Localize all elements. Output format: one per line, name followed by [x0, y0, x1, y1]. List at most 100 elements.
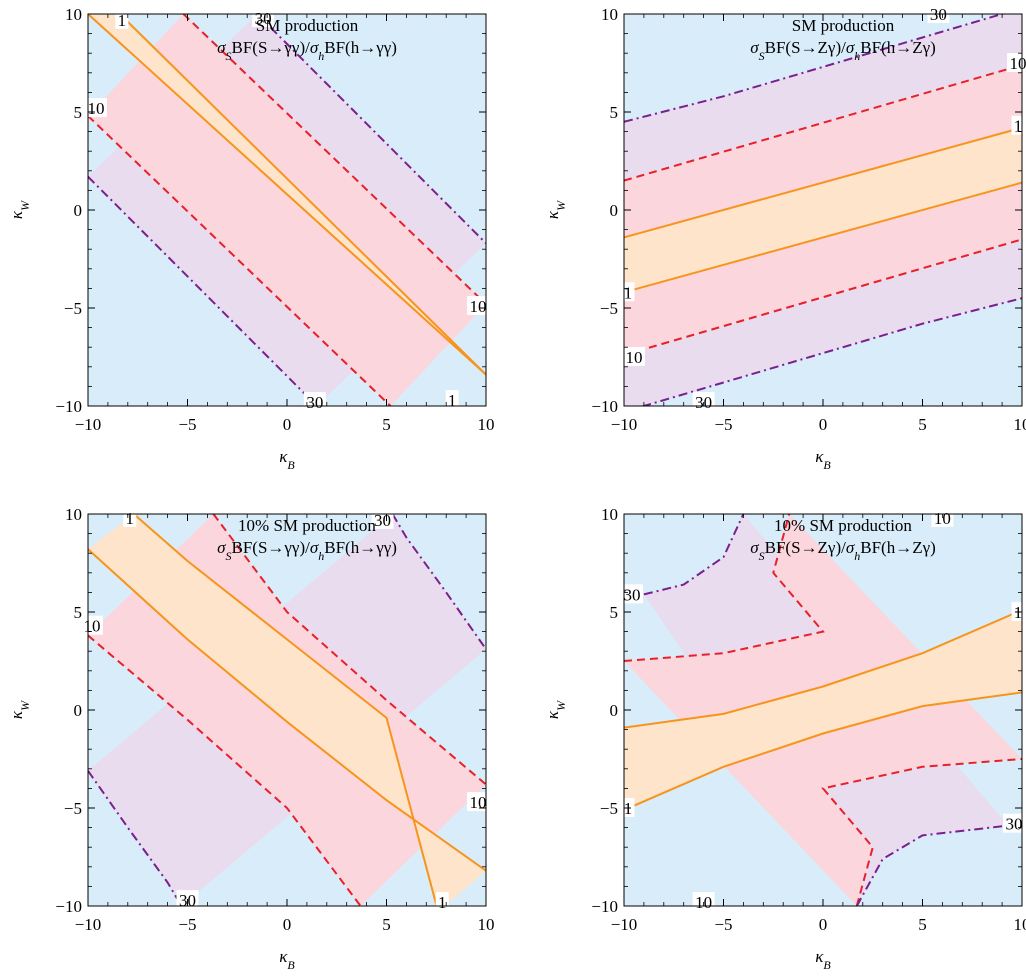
y-tick-label: 10 [65, 505, 82, 524]
contour-label-bg [115, 9, 129, 29]
contour-label: 1 [624, 283, 633, 302]
y-tick-label: 10 [65, 5, 82, 24]
contour-line-10 [88, 634, 362, 906]
y-axis-label: κW [7, 700, 32, 719]
y-tick-label: −10 [55, 897, 82, 916]
x-tick-label: 10 [478, 915, 495, 934]
contour-line-10 [624, 238, 1022, 356]
contour-label: 1 [118, 11, 127, 30]
contour-line-30 [624, 14, 1006, 123]
contour-label-bg [80, 615, 103, 635]
y-tick-label: −10 [55, 397, 82, 416]
contour-line-10 [624, 514, 825, 662]
x-tick-label: 0 [283, 915, 292, 934]
contour-label: 30 [1006, 815, 1023, 834]
x-tick-label: 5 [918, 915, 927, 934]
contour-line-1 [624, 691, 1022, 811]
region-fills [624, 514, 1022, 906]
contour-line-1 [624, 609, 1022, 729]
contour-label: 10 [625, 348, 642, 367]
region-fills [624, 14, 1022, 406]
contour-label: 1 [126, 509, 135, 528]
panel-title-line-2: σSBF(S→Zγ)/σhBF(h→Zγ) [750, 538, 936, 563]
x-tick-label: −5 [178, 915, 196, 934]
contour-label: 30 [306, 393, 323, 412]
contour-label-bg [445, 390, 459, 410]
y-axis-label: κW [543, 200, 568, 219]
contour-label: 1 [448, 391, 457, 410]
panel-title-line-1: 10% SM production [238, 516, 376, 535]
contour-line-10 [212, 514, 486, 786]
y-tick-label: 10 [601, 505, 618, 524]
y-tick-label: 5 [74, 603, 83, 622]
x-tick-label: 10 [1014, 415, 1026, 434]
x-axis-label: κB [815, 447, 831, 472]
region-1-to-10 [88, 14, 486, 406]
contour-label-bg [467, 792, 490, 812]
axis-ticks [87, 513, 487, 907]
region-fills [88, 514, 486, 906]
region-fills [88, 14, 486, 406]
contour-label: 10 [470, 793, 487, 812]
contour-line-10 [182, 14, 486, 305]
panel-title-line-2: σSBF(S→γγ)/σhBF(h→γγ) [217, 538, 397, 563]
contour-line-30 [643, 514, 745, 596]
contour-line-1 [624, 181, 1022, 294]
contour-line-30 [256, 14, 486, 245]
x-tick-label: 5 [382, 915, 391, 934]
panel-title-line-2: σSBF(S→Zγ)/σhBF(h→Zγ) [750, 38, 936, 63]
contour-label: 10 [83, 617, 100, 636]
contour-line-30 [88, 770, 183, 906]
panel-title-line-1: SM production [256, 16, 359, 35]
x-axis-label: κB [279, 447, 295, 472]
y-tick-label: −5 [64, 299, 82, 318]
contour-line-10 [821, 758, 1022, 906]
y-tick-label: −5 [600, 799, 618, 818]
axis-ticks [623, 13, 1023, 407]
contour-line-1 [88, 548, 486, 872]
axis-ticks [87, 13, 487, 407]
panel-title-line-1: SM production [792, 16, 895, 35]
x-tick-label: 5 [918, 415, 927, 434]
x-tick-label: 0 [819, 415, 828, 434]
x-tick-label: −10 [611, 415, 638, 434]
contour-label-bg [621, 282, 635, 302]
x-tick-label: 10 [1014, 915, 1026, 934]
y-tick-label: 0 [74, 701, 83, 720]
y-tick-label: 0 [74, 201, 83, 220]
x-tick-label: 0 [283, 415, 292, 434]
contour-label-bg [371, 509, 394, 529]
contour-label: 10 [470, 297, 487, 316]
y-tick-label: 5 [610, 103, 619, 122]
contour-label-bg [620, 584, 643, 604]
contour-label-bg [1007, 53, 1026, 72]
contour-label: 10 [87, 99, 104, 118]
x-tick-label: −10 [611, 915, 638, 934]
x-axis-label: κB [815, 947, 831, 972]
x-tick-label: −10 [75, 915, 102, 934]
contour-label-bg [123, 507, 137, 527]
contour-line-30 [640, 297, 1022, 406]
y-tick-label: 0 [610, 701, 619, 720]
contour-label: 10 [934, 509, 951, 528]
y-tick-label: 0 [610, 201, 619, 220]
contour-line-30 [88, 175, 318, 406]
contour-line-10 [88, 115, 392, 406]
axis-ticks [623, 513, 1023, 907]
y-tick-label: 10 [601, 5, 618, 24]
x-tick-label: −5 [714, 415, 732, 434]
contour-line-1 [119, 14, 486, 376]
panel-title-line-2: σSBF(S→γγ)/σhBF(h→γγ) [217, 38, 397, 63]
x-axis-label: κB [279, 947, 295, 972]
y-tick-label: −10 [591, 897, 618, 916]
x-tick-label: 0 [819, 915, 828, 934]
x-tick-label: 5 [382, 415, 391, 434]
contour-label: 30 [623, 585, 640, 604]
region-below-1 [88, 514, 486, 906]
contour-line-30 [391, 514, 486, 650]
